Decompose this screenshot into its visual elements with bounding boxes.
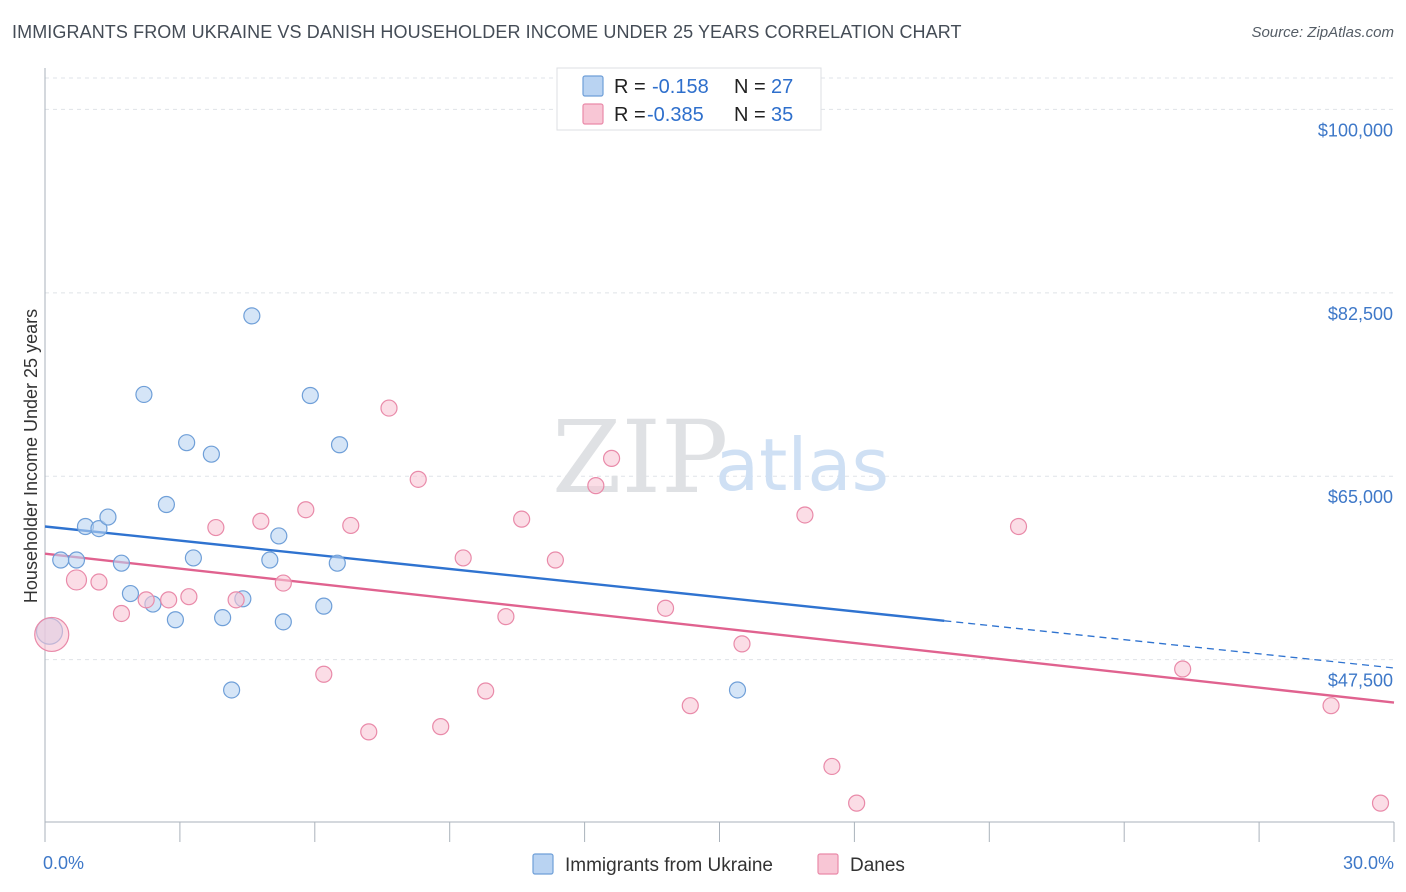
- data-point-ukraine: [112, 554, 131, 572]
- data-point-ukraine: [121, 584, 140, 603]
- legend-r-value-ukraine: -0.158: [652, 76, 709, 98]
- data-point-danes: [587, 477, 605, 495]
- data-point-danes: [274, 574, 292, 592]
- data-point-danes: [796, 506, 814, 524]
- data-point-danes: [112, 604, 131, 623]
- stats-legend: R = -0.158 N = 27 R = -0.385 N = 35: [556, 67, 822, 131]
- data-point-ukraine: [202, 445, 220, 463]
- legend-swatch-ukraine: [582, 75, 604, 97]
- data-point-danes: [681, 697, 699, 715]
- y-axis-label: Householder Income Under 25 years: [21, 309, 41, 603]
- data-point-ukraine: [214, 609, 232, 627]
- x-tick-label-min: 0.0%: [43, 853, 84, 873]
- trend-line-ukraine: [44, 525, 945, 622]
- data-point-ukraine: [328, 554, 346, 572]
- data-point-danes: [342, 516, 360, 535]
- legend-r-label-ukraine: R =: [614, 76, 646, 98]
- legend-r-label-danes: R =: [614, 104, 646, 126]
- watermark-atlas: atlas: [715, 423, 889, 507]
- data-point-ukraine: [728, 681, 747, 699]
- data-point-ukraine: [261, 551, 279, 569]
- data-point-danes: [602, 449, 621, 467]
- data-point-ukraine: [67, 551, 86, 569]
- data-point-danes: [252, 512, 270, 530]
- data-point-danes: [823, 757, 841, 776]
- data-point-danes: [546, 551, 564, 569]
- data-point-danes: [1009, 517, 1028, 536]
- data-point-danes: [34, 616, 70, 653]
- y-tick-labels: $100,000 $82,500 $65,000 $47,500: [1318, 120, 1393, 690]
- data-point-danes: [477, 682, 495, 700]
- data-point-ukraine: [274, 613, 292, 631]
- data-point-danes: [227, 591, 245, 609]
- data-point-danes: [137, 591, 155, 609]
- data-point-danes: [380, 399, 398, 417]
- legend-n-value-ukraine: 27: [771, 76, 793, 98]
- x-tick-label-max: 30.0%: [1343, 853, 1394, 873]
- legend-n-label-ukraine: N =: [734, 76, 766, 98]
- trend-line-extension-ukraine: [944, 620, 1395, 669]
- y-tick-label: $100,000: [1318, 120, 1393, 140]
- data-point-ukraine: [315, 597, 333, 615]
- data-point-ukraine: [301, 386, 319, 405]
- series-legend-label-ukraine: Immigrants from Ukraine: [565, 855, 773, 876]
- legend-swatch-danes: [582, 103, 604, 125]
- data-point-danes: [1174, 660, 1192, 678]
- data-point-ukraine: [166, 611, 185, 629]
- watermark: ZIP atlas: [552, 399, 889, 516]
- watermark-zip: ZIP: [552, 399, 728, 516]
- legend-r-value-danes: -0.385: [647, 104, 704, 126]
- trend-line-danes: [44, 552, 1395, 704]
- source-credit: Source: ZipAtlas.com: [1251, 24, 1394, 41]
- data-point-ukraine: [99, 508, 117, 526]
- data-point-danes: [90, 573, 108, 591]
- y-tick-label: $47,500: [1328, 671, 1393, 691]
- data-point-danes: [297, 501, 315, 519]
- data-point-danes: [1371, 794, 1390, 812]
- data-point-ukraine: [178, 434, 196, 452]
- data-points: [34, 307, 1390, 812]
- legend-n-value-danes: 35: [771, 104, 793, 126]
- data-point-ukraine: [270, 527, 288, 545]
- trend-lines: [44, 525, 1395, 704]
- data-point-ukraine: [135, 385, 153, 404]
- data-point-danes: [497, 608, 515, 626]
- data-point-ukraine: [243, 307, 261, 325]
- chart-title: IMMIGRANTS FROM UKRAINE VS DANISH HOUSEH…: [12, 22, 962, 42]
- data-point-danes: [1322, 697, 1340, 715]
- y-tick-label: $82,500: [1328, 304, 1393, 324]
- data-point-danes: [207, 518, 225, 537]
- data-point-ukraine: [52, 551, 70, 569]
- series-legend-swatch-danes: [817, 853, 839, 875]
- data-point-danes: [432, 718, 450, 736]
- data-point-danes: [180, 588, 198, 606]
- data-point-danes: [733, 635, 751, 653]
- data-point-danes: [409, 470, 427, 488]
- data-point-danes: [65, 569, 88, 591]
- series-legend: Immigrants from Ukraine Danes: [532, 853, 905, 876]
- y-tick-label: $65,000: [1328, 487, 1393, 507]
- legend-n-label-danes: N =: [734, 104, 766, 126]
- data-point-ukraine: [223, 681, 241, 699]
- data-point-danes: [315, 665, 333, 683]
- data-point-danes: [656, 599, 675, 617]
- series-legend-swatch-ukraine: [532, 853, 554, 875]
- data-point-ukraine: [90, 519, 108, 538]
- data-point-ukraine: [330, 436, 349, 454]
- data-point-danes: [848, 794, 866, 812]
- data-point-danes: [513, 510, 531, 528]
- grid-lines: [45, 77, 1394, 661]
- axes: [44, 68, 1395, 842]
- series-legend-label-danes: Danes: [850, 855, 905, 876]
- data-point-danes: [360, 723, 378, 741]
- data-point-ukraine: [157, 495, 176, 514]
- data-point-danes: [160, 591, 178, 609]
- data-point-danes: [454, 549, 472, 567]
- data-point-ukraine: [184, 549, 202, 567]
